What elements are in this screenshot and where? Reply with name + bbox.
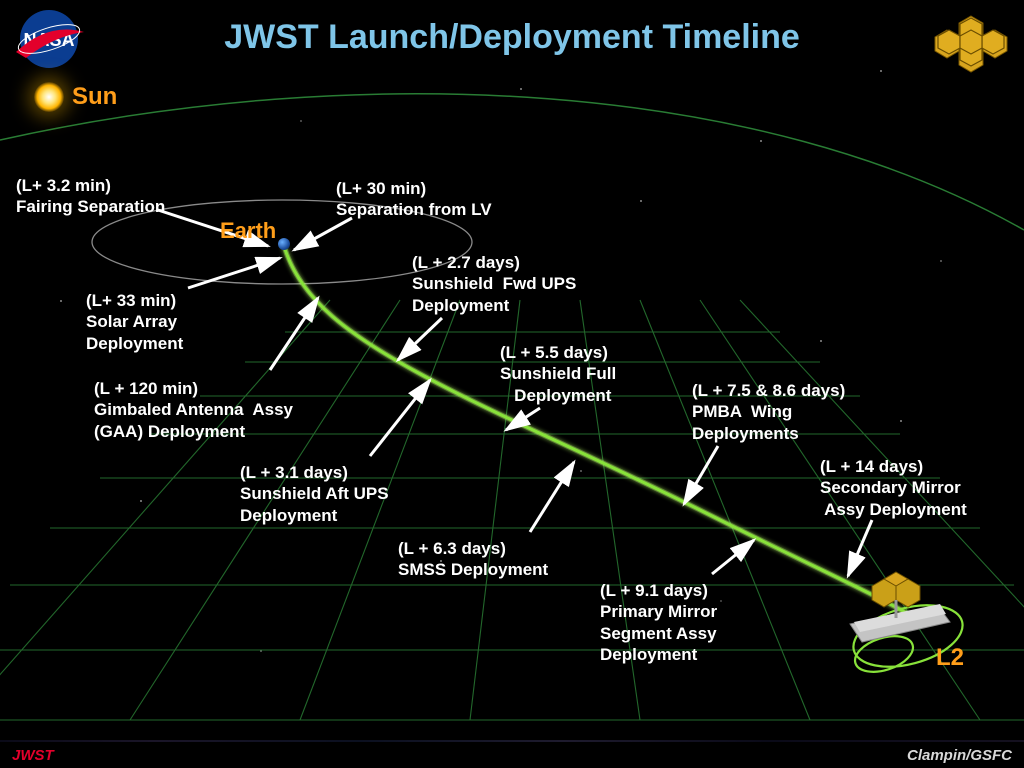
arrow-gaa	[270, 298, 318, 370]
event-full-shield: (L + 5.5 days) Sunshield Full Deployment	[500, 342, 616, 406]
footer-bar: JWST Clampin/GSFC	[0, 742, 1024, 768]
event-primary: (L + 9.1 days) Primary Mirror Segment As…	[600, 580, 717, 665]
arrow-primary	[712, 540, 754, 574]
nasa-logo: NASA	[12, 8, 86, 75]
event-smss: (L + 6.3 days) SMSS Deployment	[398, 538, 548, 581]
earth-label: Earth	[220, 218, 276, 244]
sun-marker: Sun	[34, 82, 117, 112]
page-title: JWST Launch/Deployment Timeline	[0, 18, 1024, 57]
arrow-pmba	[684, 446, 718, 504]
event-aft-ups: (L + 3.1 days) Sunshield Aft UPS Deploym…	[240, 462, 389, 526]
arrow-lv-sep	[294, 218, 352, 250]
event-gaa: (L + 120 min) Gimbaled Antenna Assy (GAA…	[94, 378, 293, 442]
event-fwd-ups: (L + 2.7 days) Sunshield Fwd UPS Deploym…	[412, 252, 576, 316]
jwst-mirror-icon	[932, 12, 1010, 85]
event-pmba: (L + 7.5 & 8.6 days) PMBA Wing Deploymen…	[692, 380, 845, 444]
sun-label: Sun	[72, 83, 117, 111]
earth-marker	[278, 238, 290, 250]
event-secondary: (L + 14 days) Secondary Mirror Assy Depl…	[820, 456, 967, 520]
event-solar-array: (L+ 33 min) Solar Array Deployment	[86, 290, 183, 354]
arrow-aft-ups	[370, 380, 430, 456]
footer-left: JWST	[12, 747, 54, 764]
footer-right: Clampin/GSFC	[907, 747, 1012, 764]
sun-icon	[34, 82, 64, 112]
event-lv-sep: (L+ 30 min) Separation from LV	[336, 178, 492, 221]
arrow-smss	[530, 462, 574, 532]
diagram-stage: JWST Launch/Deployment Timeline NASA Sun…	[0, 0, 1024, 768]
event-fairing: (L+ 3.2 min) Fairing Separation	[16, 175, 165, 218]
arrow-fwd-ups	[398, 318, 442, 360]
footer-gap	[0, 726, 1024, 740]
jwst-spacecraft-icon	[842, 566, 962, 656]
